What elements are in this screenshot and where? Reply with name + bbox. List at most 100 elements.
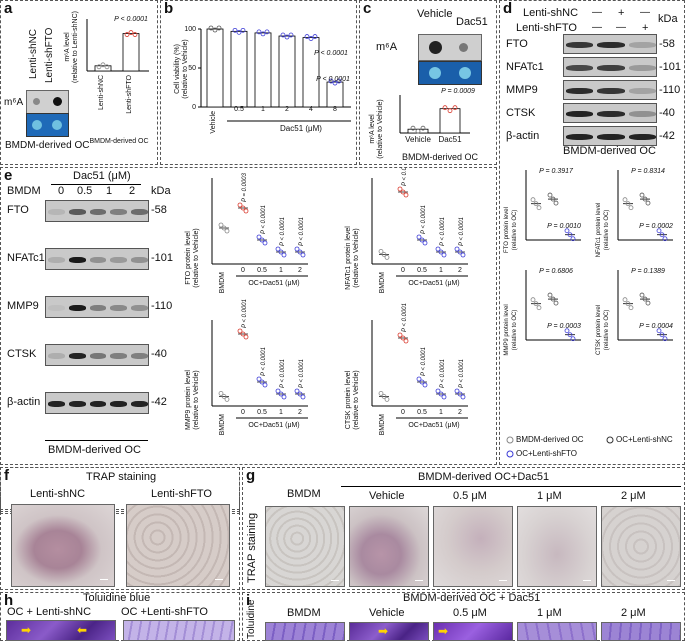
panel-b: b Cell viability (%) (relative to Vehicle… <box>160 0 357 165</box>
data-point <box>104 64 110 70</box>
x-label: OC+Dac51 (μM) <box>248 422 299 429</box>
data-point <box>243 334 249 340</box>
protein-band <box>89 257 107 263</box>
kda-size: -110 <box>151 300 173 312</box>
protein-band <box>68 401 86 407</box>
protein-band <box>628 134 656 140</box>
kda-size: -58 <box>151 204 167 216</box>
data-point <box>381 393 387 399</box>
data-point <box>553 200 559 206</box>
protein-label: FTO <box>7 204 29 216</box>
data-point <box>628 305 634 311</box>
col-label: BMDM <box>7 185 41 197</box>
axis-label: m⁶A level <box>64 32 71 62</box>
tick-label: 0 <box>241 267 245 274</box>
protein-band <box>566 134 594 140</box>
axis-label: MMP9 protein level <box>185 370 192 430</box>
tick-label: 50 <box>188 65 196 72</box>
col-label: 0.5 <box>77 185 93 197</box>
data-point <box>297 391 303 397</box>
data-point <box>236 29 242 35</box>
p-value: P < 0.0001 <box>459 217 465 246</box>
data-point <box>547 292 553 298</box>
protein-band <box>48 401 65 407</box>
legend-label: OC+Lenti-shNC <box>616 435 673 444</box>
tick-label: 100 <box>184 26 196 33</box>
data-point <box>96 64 102 70</box>
tick-label: 8 <box>333 106 337 113</box>
col-label: Lenti-shNC <box>30 488 86 500</box>
dot-blot <box>26 90 69 114</box>
protein-label: MMP9 <box>7 300 39 312</box>
data-point <box>536 305 542 311</box>
panel-i: i BMDM-derived OC + Dac51 Toluidine BMDM… <box>242 592 685 641</box>
tick-label: Lenti-shFTO <box>126 74 133 113</box>
data-point <box>460 394 466 400</box>
scale-bar <box>331 580 339 581</box>
tick-label: Dac51 <box>438 135 462 144</box>
tick-label: BMDM <box>219 272 226 294</box>
data-point <box>645 200 651 206</box>
protein-band <box>48 305 65 311</box>
legend-label: OC+Lenti-shFTO <box>516 449 577 458</box>
p-value: P = 0.0004 <box>639 323 673 330</box>
tick-label: 1 <box>261 106 265 113</box>
data-point <box>262 240 268 246</box>
chart-a: m⁶A level (relative to Lenti-shNC) Lenti-s… <box>64 11 149 145</box>
data-point <box>378 249 384 254</box>
bar <box>206 28 224 108</box>
data-point <box>381 252 387 257</box>
tick-label: 2 <box>298 409 302 416</box>
legend-label: BMDM-derived OC <box>516 435 584 444</box>
protein-band <box>628 42 656 48</box>
micrograph <box>601 622 681 641</box>
axis-label: (relative to OC) <box>512 210 518 251</box>
data-point <box>278 249 284 255</box>
x-label: OC+Dac51 (μM) <box>248 280 299 287</box>
data-point <box>128 30 134 35</box>
tick-label: 1 <box>439 409 443 416</box>
p-value: P < 0.0001 <box>402 168 408 186</box>
scale-bar <box>415 580 423 581</box>
protein-band <box>566 88 594 94</box>
tick-label: 0.5 <box>234 106 244 113</box>
x-label: OC+Dac51 (μM) <box>408 422 459 429</box>
data-point <box>259 237 265 243</box>
panel-label: g <box>246 467 256 484</box>
data-point <box>642 196 648 202</box>
tick-label: 2 <box>298 267 302 274</box>
panel-title: BMDM-derived OC+Dac51 <box>418 471 550 483</box>
legend-marker <box>506 436 514 444</box>
p-value: P = 0.0010 <box>547 223 581 230</box>
legend-marker <box>506 450 514 458</box>
bar <box>122 33 140 72</box>
data-point <box>378 390 384 396</box>
panel-label: h <box>4 592 14 609</box>
protein-band <box>597 111 625 117</box>
panel-title: TRAP staining <box>86 471 157 483</box>
data-point <box>294 246 300 252</box>
micrograph: ➡ <box>433 622 513 641</box>
panel-e: e Dac51 (μM) BMDM 0 0.5 1 2 kDa FTO -58 NF… <box>0 167 497 465</box>
data-point <box>419 379 425 385</box>
data-point <box>384 255 390 260</box>
data-point <box>416 234 422 240</box>
data-point <box>124 32 130 37</box>
p-value: P = 0.1389 <box>631 268 665 275</box>
methylene-blue-blot <box>418 61 482 85</box>
p-value: P = 0.0002 <box>639 223 673 230</box>
micrograph <box>433 506 513 587</box>
p-value: P < 0.0001 <box>299 359 305 388</box>
data-point <box>218 390 224 396</box>
data-point <box>300 394 306 400</box>
col-label: 1 μM <box>537 490 562 502</box>
data-point <box>132 32 138 37</box>
tick-label: 0.5 <box>417 409 427 416</box>
data-point <box>308 36 314 41</box>
data-point <box>232 27 238 33</box>
panel-f-box-real: f TRAP staining Lenti-shNC Lenti-shFTO <box>0 467 240 590</box>
panel-label: d <box>503 0 513 17</box>
methylene-blue-blot <box>26 113 69 137</box>
tick-label: 0.5 <box>257 267 267 274</box>
col-label: 0.5 μM <box>453 607 487 619</box>
